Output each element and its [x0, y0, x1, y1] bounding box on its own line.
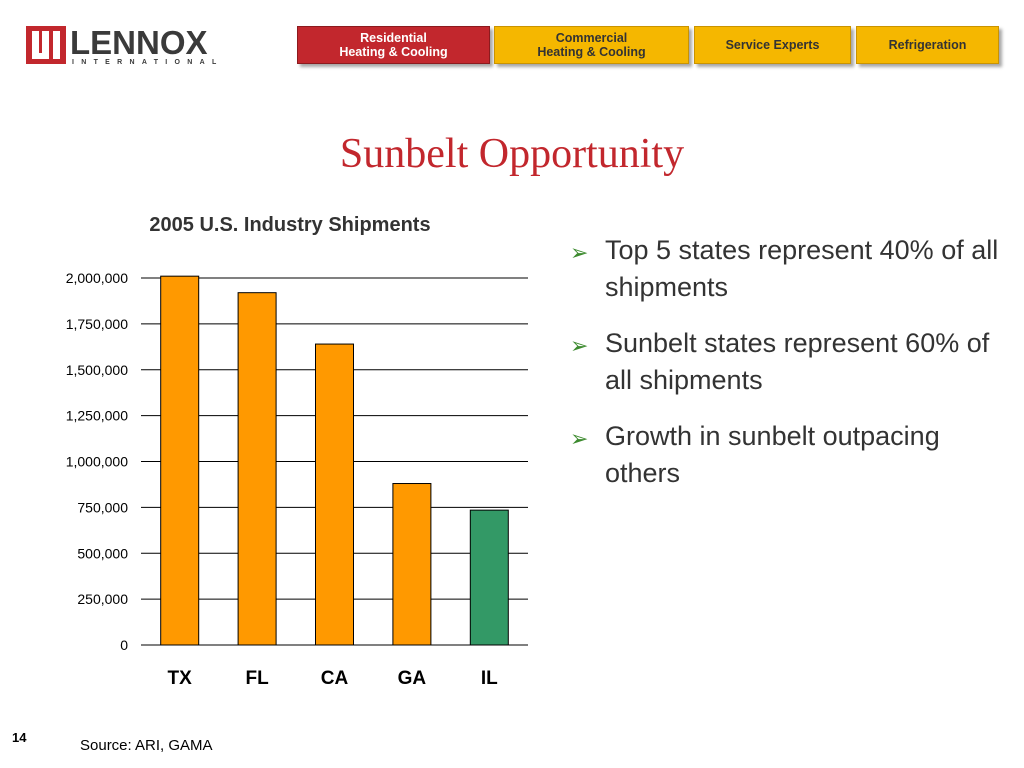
- page-number: 14: [12, 730, 27, 745]
- x-tick-label: GA: [398, 668, 427, 689]
- x-tick-label: TX: [168, 668, 193, 689]
- chart-title: 2005 U.S. Industry Shipments: [149, 214, 431, 236]
- y-tick-label: 1,500,000: [66, 362, 128, 378]
- y-tick-label: 0: [120, 637, 128, 653]
- tab-refrigeration[interactable]: Refrigeration: [856, 26, 999, 64]
- tab-commercial[interactable]: Commercial Heating & Cooling: [494, 26, 689, 64]
- arrow-bullet-icon: ➢: [570, 240, 589, 265]
- arrow-bullet-icon: ➢: [570, 426, 589, 451]
- tab-refrigeration-label: Refrigeration: [888, 38, 967, 52]
- source-note: Source: ARI, GAMA: [80, 737, 213, 754]
- y-tick-label: 1,000,000: [66, 454, 128, 470]
- y-tick-label: 250,000: [77, 591, 128, 607]
- y-tick-label: 500,000: [77, 545, 128, 561]
- lennox-logo-mark-icon: [26, 26, 66, 64]
- y-tick-label: 1,250,000: [66, 408, 128, 424]
- x-tick-label: FL: [245, 668, 269, 689]
- x-tick-label: IL: [481, 668, 498, 689]
- lennox-logo: LENNOX INTERNATIONAL: [26, 24, 216, 68]
- bar-fl: [237, 292, 277, 646]
- bar-ca: [315, 343, 354, 646]
- y-tick-label: 750,000: [77, 499, 128, 515]
- bullet-item: ➢ Sunbelt states represent 60% of all sh…: [568, 325, 1008, 399]
- bullet-item: ➢ Top 5 states represent 40% of all ship…: [568, 232, 1008, 306]
- shipments-bar-chart: 0 250,000 500,000 750,000 1,000,000 1,250,000…: [66, 270, 528, 689]
- bar-tx: [160, 275, 200, 646]
- bar-ga: [392, 483, 432, 646]
- slide-title: Sunbelt Opportunity: [339, 131, 685, 177]
- bullet-text: Sunbelt states represent 60% of all ship…: [605, 328, 990, 395]
- y-tick-label: 1,750,000: [66, 316, 128, 332]
- tab-residential[interactable]: Residential Heating & Cooling: [297, 26, 490, 64]
- logo-wordmark: LENNOX: [70, 24, 208, 61]
- bullet-text: Growth in sunbelt outpacing others: [605, 421, 940, 488]
- tab-service-experts-label: Service Experts: [725, 38, 820, 52]
- bullet-item: ➢ Growth in sunbelt outpacing others: [568, 418, 1008, 492]
- tab-service-experts[interactable]: Service Experts: [694, 26, 851, 64]
- bar-il: [469, 509, 509, 646]
- bullet-text: Top 5 states represent 40% of all shipme…: [605, 235, 999, 302]
- tab-commercial-label: Commercial Heating & Cooling: [537, 31, 646, 59]
- arrow-bullet-icon: ➢: [570, 333, 589, 358]
- tab-residential-label: Residential Heating & Cooling: [339, 31, 448, 59]
- y-tick-label: 2,000,000: [66, 270, 128, 286]
- bullet-list: ➢ Top 5 states represent 40% of all ship…: [568, 232, 1008, 511]
- logo-subtext: INTERNATIONAL: [72, 59, 224, 66]
- x-tick-label: CA: [321, 668, 349, 689]
